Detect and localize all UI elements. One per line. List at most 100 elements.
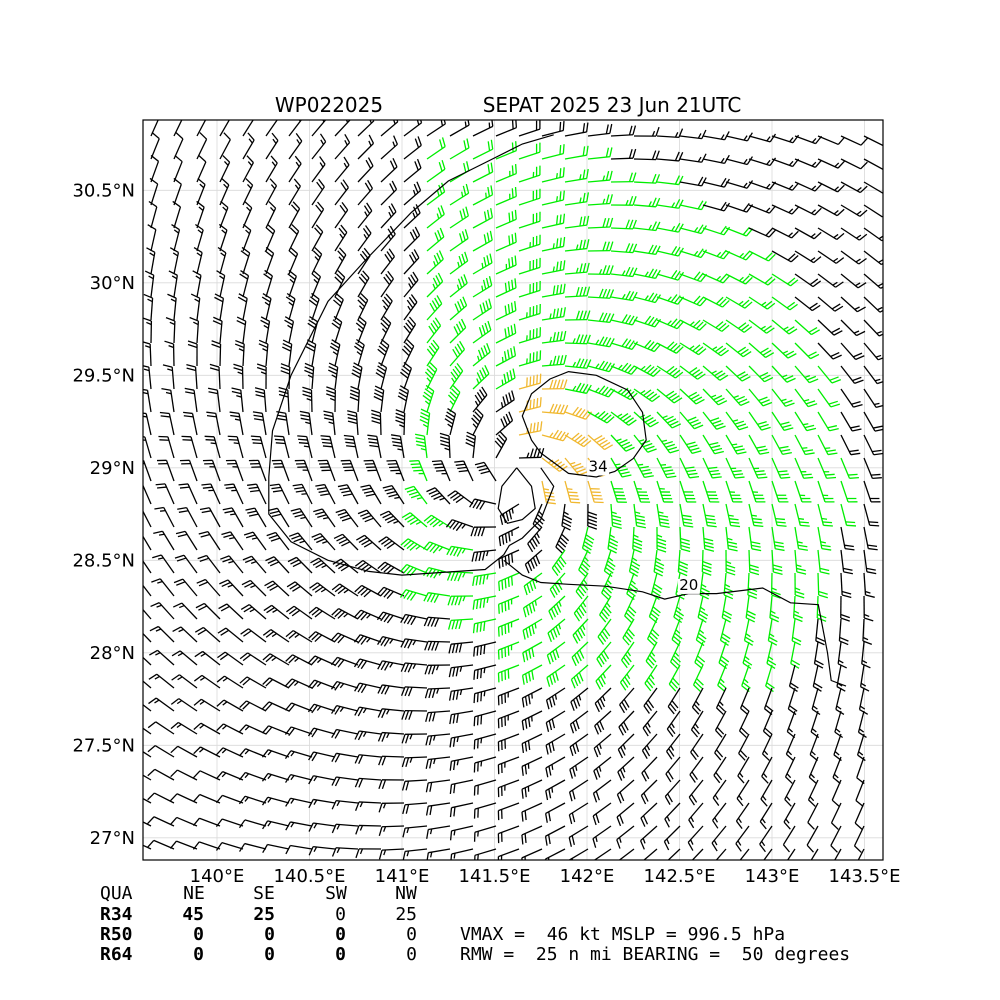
wind-barb (284, 750, 313, 759)
y-tick-label: 27°N (90, 828, 135, 849)
wind-barb (248, 459, 267, 482)
wind-barb (148, 673, 175, 689)
wind-barb (766, 641, 777, 669)
wind-barb (748, 526, 762, 552)
wind-barb (333, 292, 344, 321)
wind-barb (265, 556, 290, 574)
wind-barb (196, 155, 207, 183)
wind-barb (790, 641, 801, 669)
wind-barb (725, 342, 752, 358)
wind-barb (853, 825, 865, 853)
wind-barb (840, 526, 855, 551)
wind-barb (524, 549, 543, 574)
wind-barb (497, 664, 520, 683)
wind-barb (472, 253, 493, 275)
wind-barb (495, 141, 517, 160)
wind-barb (679, 129, 707, 140)
wind-barb (261, 796, 290, 806)
contour-label: 20 (679, 576, 698, 594)
wind-barb (178, 483, 198, 505)
wind-barb (263, 269, 273, 298)
wind-barb (647, 618, 660, 646)
wind-barb (547, 618, 566, 643)
wind-barb (265, 223, 276, 252)
wind-barb (219, 132, 231, 160)
wind-barb (143, 821, 152, 827)
wind-barb (633, 411, 659, 428)
wind-barb (242, 132, 255, 160)
wind-barb (380, 203, 397, 229)
wind-barb (354, 754, 382, 764)
wind-barb (354, 609, 382, 621)
wind-barb (274, 435, 290, 459)
wind-barb (403, 249, 420, 275)
wind-barb (304, 362, 315, 390)
wind-barb (354, 338, 365, 367)
wind-barb (545, 779, 566, 801)
wind-barb (495, 278, 517, 298)
wind-barb (544, 848, 566, 860)
wind-barb (619, 664, 635, 691)
x-tick-label: 142°E (560, 866, 615, 887)
wind-barb (817, 388, 841, 408)
wind-contour-line (497, 467, 536, 524)
wind-barb (495, 120, 518, 137)
wind-barb (170, 745, 198, 758)
wind-barb (169, 816, 198, 827)
wind-barb (633, 388, 661, 403)
wind-barb (217, 651, 244, 666)
wind-barb (771, 365, 796, 383)
row-label-r50: R50 (100, 924, 133, 945)
wind-barb (641, 756, 658, 782)
wind-barb (472, 343, 491, 367)
wind-barb (360, 484, 382, 505)
wind-barb (497, 733, 520, 752)
wind-barb (863, 135, 883, 147)
wind-barb (472, 298, 492, 321)
wind-barb (495, 232, 517, 252)
wind-barb (739, 687, 750, 716)
wind-barb (721, 595, 733, 623)
wind-barb (311, 133, 327, 160)
wind-barb (173, 154, 183, 183)
wind-barb (150, 154, 160, 183)
wind-barb (380, 180, 398, 206)
wind-barb (788, 664, 799, 692)
wind-barb (863, 526, 878, 551)
wind-barb (472, 276, 493, 298)
wind-barb (287, 269, 297, 298)
wind-barb (354, 584, 382, 598)
wind-barb (518, 188, 541, 206)
wind-barb (835, 687, 845, 715)
wind-barb (518, 280, 541, 298)
wind-barb (702, 457, 722, 479)
wind-barb (771, 388, 795, 407)
wind-barb (143, 535, 152, 551)
wind-barb (830, 802, 842, 830)
wind-barb (446, 571, 474, 582)
wind-barb (444, 407, 457, 436)
wind-barb (473, 641, 497, 657)
wind-barb (194, 626, 221, 643)
wind-barb (541, 307, 566, 321)
wind-barb (863, 572, 875, 598)
wind-barb (578, 549, 591, 577)
wind-barb (664, 779, 681, 805)
wind-barb (817, 250, 845, 264)
wind-barb (633, 503, 647, 529)
wind-barb (143, 484, 152, 505)
wind-barb (403, 271, 419, 298)
wind-barb (262, 629, 290, 643)
wind-barb (376, 611, 405, 624)
wind-barb (449, 362, 464, 390)
grid-lines (143, 120, 883, 860)
wind-barb (334, 224, 348, 252)
wind-barb (331, 728, 359, 739)
wind-barb (271, 459, 290, 482)
wind-barb (863, 457, 882, 479)
wind-barb (247, 483, 267, 505)
wind-barb (782, 825, 796, 853)
wind-barb (687, 825, 704, 851)
wind-barb (266, 531, 290, 551)
wind-barb (497, 825, 520, 844)
